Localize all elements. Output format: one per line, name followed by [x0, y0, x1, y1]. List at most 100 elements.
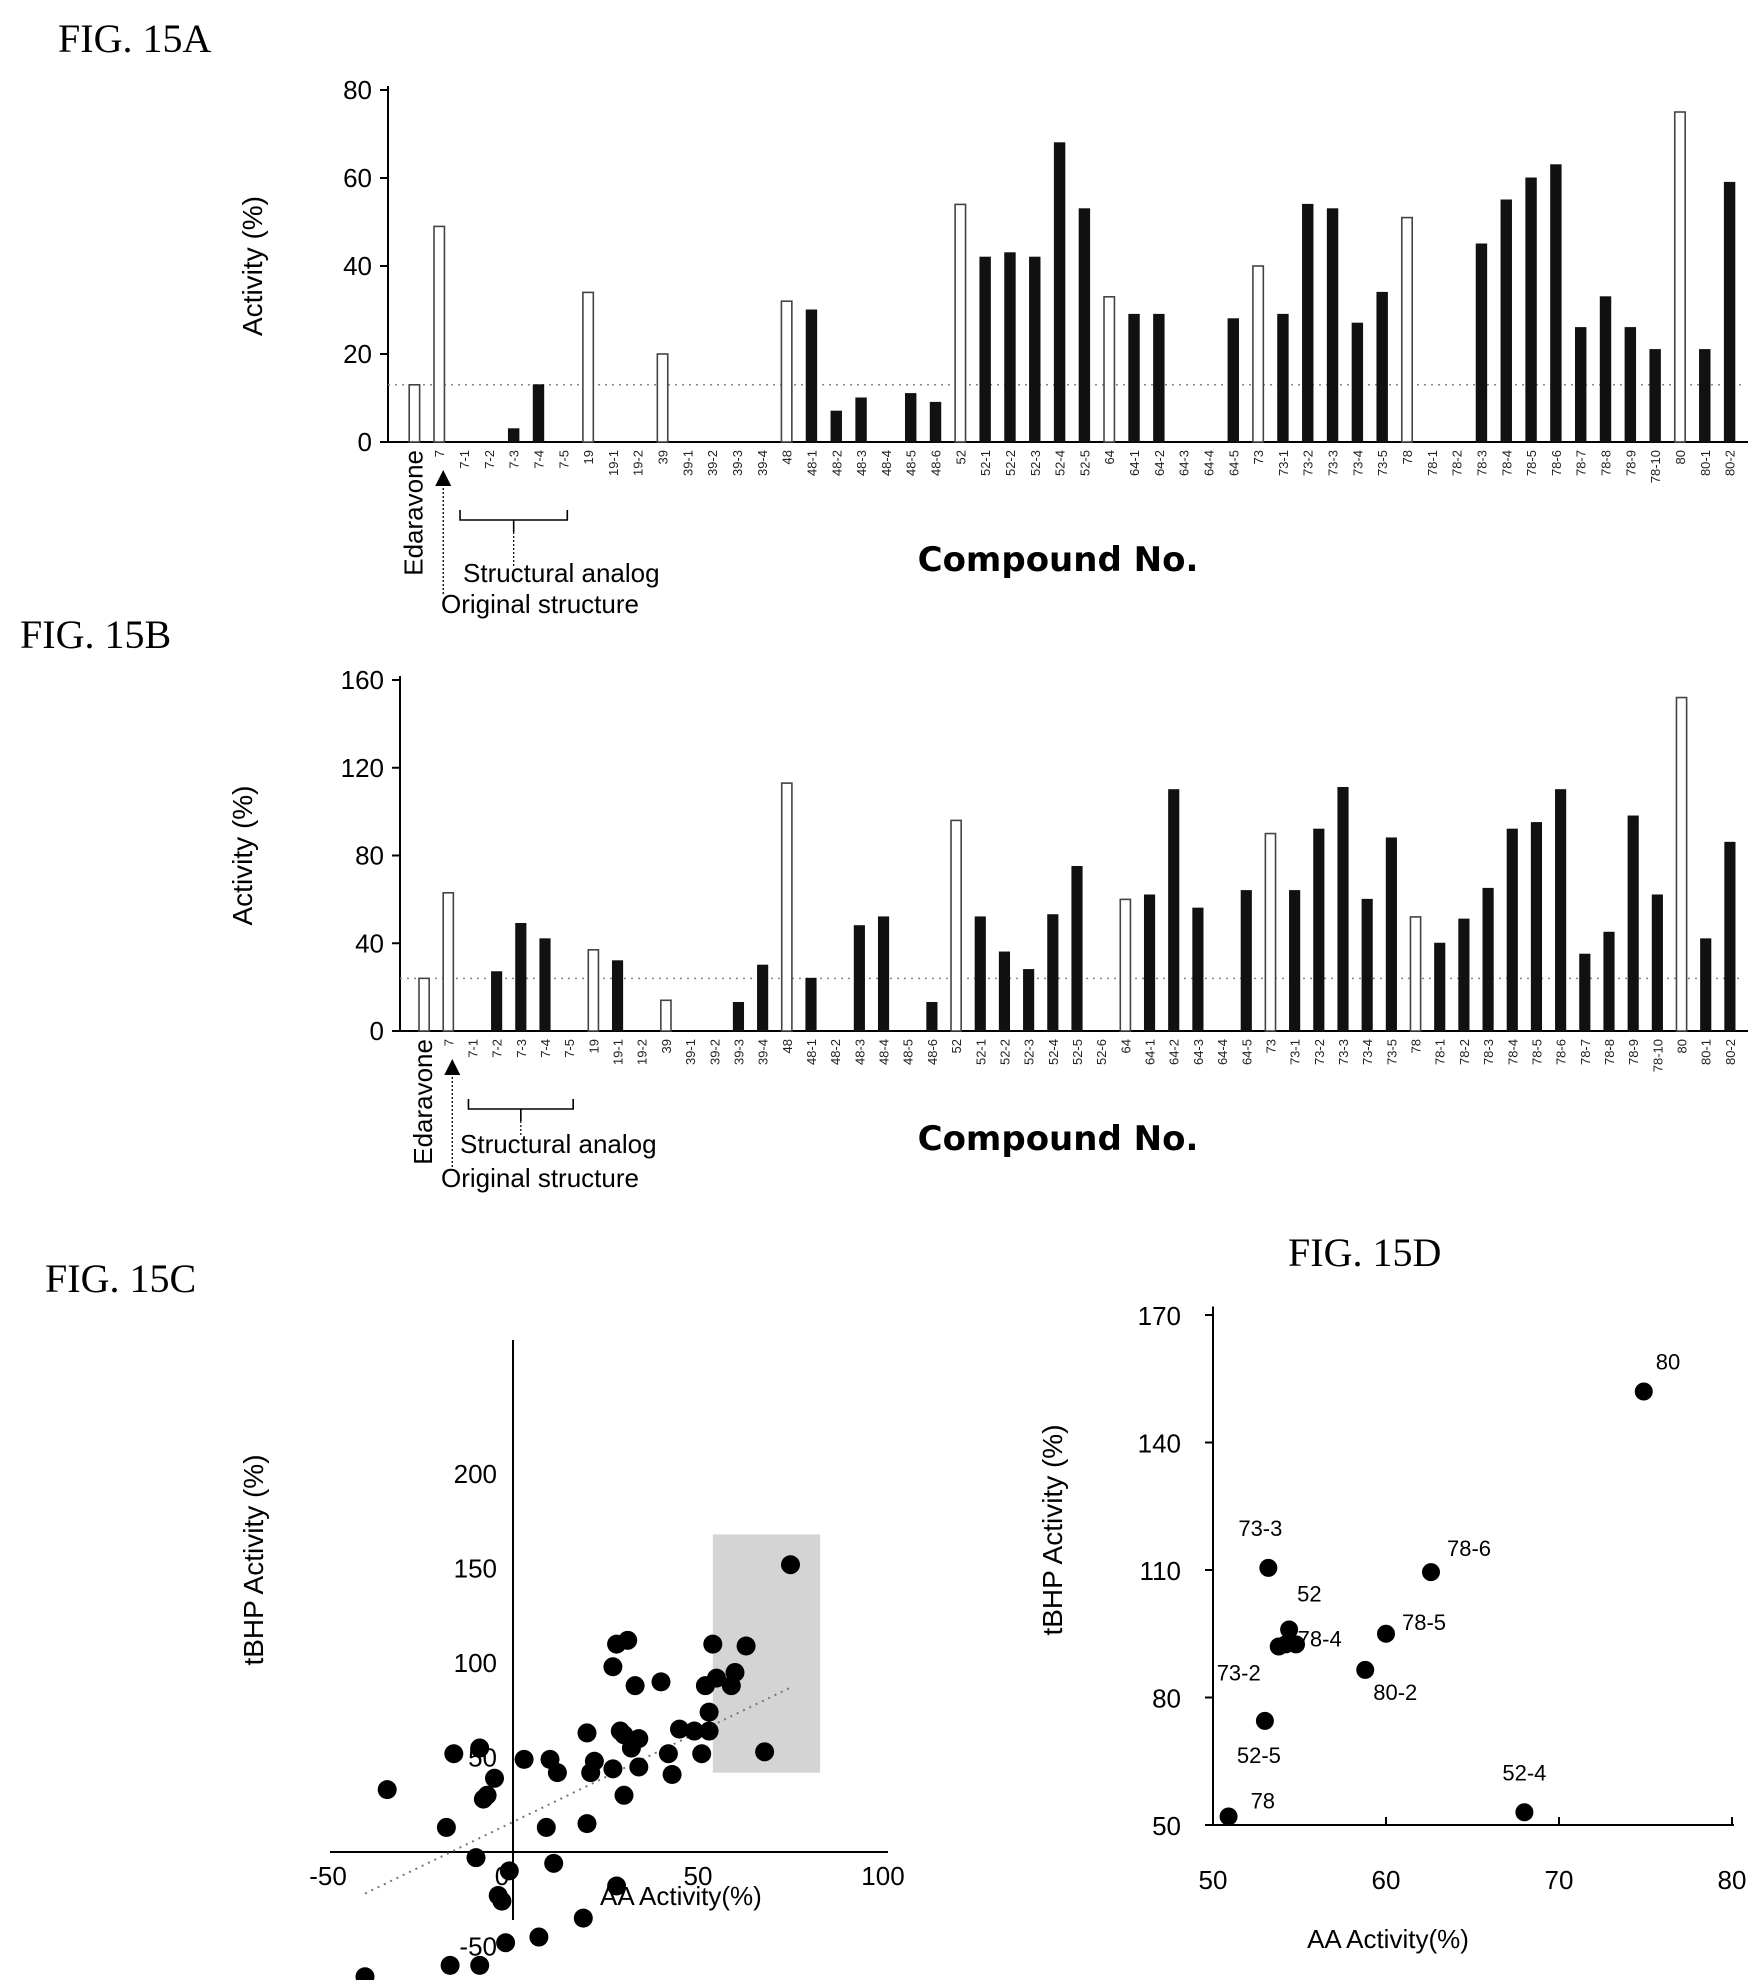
bar-15a [1078, 208, 1091, 443]
category-label-15b: 39-2 [707, 1039, 722, 1065]
bar-15a [408, 383, 421, 443]
category-label-15b: 39 [659, 1039, 674, 1053]
point-label-15d: 78 [1251, 1789, 1275, 1814]
y-axis-title-15c: tBHP Activity (%) [238, 1454, 269, 1665]
bar-15a [532, 384, 545, 443]
bar-15b [418, 977, 430, 1032]
bar-15a [1252, 265, 1265, 443]
category-label-15b: 80-2 [1723, 1039, 1738, 1065]
bar-15a [1326, 208, 1339, 443]
y-tick-label-15d: 80 [1152, 1684, 1181, 1714]
category-label-15a: 48-2 [829, 450, 844, 476]
category-label-15b: 19 [586, 1039, 601, 1053]
analog-bracket-15a [459, 510, 569, 521]
category-label-15b: 48-1 [804, 1039, 819, 1065]
bar-15a [1004, 252, 1016, 443]
data-point-15c [581, 1763, 601, 1783]
y-tick-label-15c: 100 [454, 1648, 497, 1678]
bar-15b [1555, 789, 1567, 1032]
y-tick-label-15d: 140 [1138, 1429, 1181, 1459]
data-point-15c [721, 1676, 741, 1696]
point-label-15d: 80 [1656, 1350, 1680, 1375]
structural-analog-label-15a: Structural analog [463, 558, 660, 588]
category-label-15b: 73 [1263, 1039, 1278, 1053]
data-point-15c [470, 1955, 490, 1975]
category-label-15a: 64-4 [1201, 450, 1216, 476]
bar-15a [1351, 322, 1364, 443]
bar-15a [1227, 318, 1240, 443]
data-point-15c [499, 1861, 519, 1881]
data-point-15c [444, 1744, 464, 1764]
category-label-15a: 7-1 [457, 450, 472, 469]
bar-15b [877, 916, 890, 1032]
category-label-15a: 48 [780, 450, 795, 464]
category-label-15a: 80-2 [1723, 450, 1738, 476]
data-point-15c [466, 1848, 486, 1868]
data-point-15c [536, 1817, 556, 1837]
bar-15b [1700, 938, 1712, 1032]
bar-15a [656, 353, 669, 443]
bar-15b [1579, 953, 1591, 1032]
category-label-15a: 7-3 [507, 450, 522, 469]
bar-15b [442, 891, 455, 1032]
bar-15a [1525, 177, 1537, 443]
highlight-region-15c [712, 1534, 821, 1773]
data-point-15c [473, 1789, 493, 1809]
category-label-15a: 52-3 [1028, 450, 1043, 476]
bar-15b [780, 782, 793, 1032]
x-tick-label-15d: 80 [1718, 1865, 1747, 1895]
category-label-15a: 80-1 [1698, 450, 1713, 476]
y-tick-label-15a: 20 [343, 339, 372, 369]
bar-15b [853, 925, 865, 1032]
category-label-15a: 73-3 [1326, 450, 1341, 476]
category-label-15b: 39-4 [756, 1039, 771, 1065]
point-label-15d: 78-5 [1402, 1610, 1446, 1635]
bar-15b [1289, 890, 1301, 1032]
data-point-15d [1377, 1624, 1395, 1643]
data-point-15c [614, 1785, 634, 1805]
bar-15a [1128, 313, 1140, 443]
category-label-15a: 78-10 [1648, 450, 1663, 483]
category-label-15b: 39-3 [731, 1039, 746, 1065]
bar-15b [1434, 942, 1446, 1032]
category-label-15a: 48-6 [929, 450, 944, 476]
data-point-15c [488, 1885, 508, 1905]
category-label-15b: 64-3 [1191, 1039, 1206, 1065]
data-point-15d [1280, 1620, 1299, 1639]
category-label-15b: 64-4 [1215, 1039, 1230, 1065]
bar-15a [433, 225, 446, 443]
category-label-15b: 48-5 [901, 1039, 916, 1065]
category-label-15a: 19 [581, 450, 596, 464]
data-point-15c [603, 1759, 623, 1779]
category-label-15b: 64-5 [1239, 1039, 1254, 1065]
data-point-15c [703, 1634, 723, 1654]
data-point-15c [485, 1768, 504, 1788]
x-tick-label-15d: 50 [1199, 1865, 1228, 1895]
category-label-15b: 78-4 [1505, 1039, 1520, 1065]
category-label-15b: 52 [949, 1039, 964, 1053]
category-label-15a: 78-9 [1623, 450, 1638, 476]
bar-15b [805, 977, 817, 1032]
bar-15b [1651, 894, 1663, 1032]
point-label-15d: 52-5 [1237, 1743, 1281, 1768]
category-label-15a: 64 [1102, 450, 1117, 464]
category-label-15b: 48-4 [877, 1039, 892, 1065]
bar-15b [587, 949, 600, 1032]
y-tick-label-15a: 0 [358, 427, 372, 457]
category-label-15b: 80-1 [1699, 1039, 1714, 1065]
bar-15b [515, 923, 527, 1032]
bar-15b [974, 916, 986, 1032]
category-label-15b: 48-6 [925, 1039, 940, 1065]
y-tick-label-15b: 160 [341, 665, 384, 695]
category-label-15b: 73-5 [1384, 1039, 1399, 1065]
x-tick-label-15d: 70 [1545, 1865, 1574, 1895]
structural-analog-label-15b: Structural analog [460, 1129, 657, 1159]
data-point-15d [1287, 1635, 1306, 1654]
bar-15a [1649, 349, 1661, 443]
bar-15b [1385, 837, 1397, 1032]
data-point-15c [699, 1702, 719, 1722]
bar-15a [830, 410, 842, 443]
bar-15b [1675, 696, 1688, 1032]
category-label-15b: 52-5 [1070, 1039, 1085, 1065]
category-label-15a: 39 [656, 450, 671, 464]
